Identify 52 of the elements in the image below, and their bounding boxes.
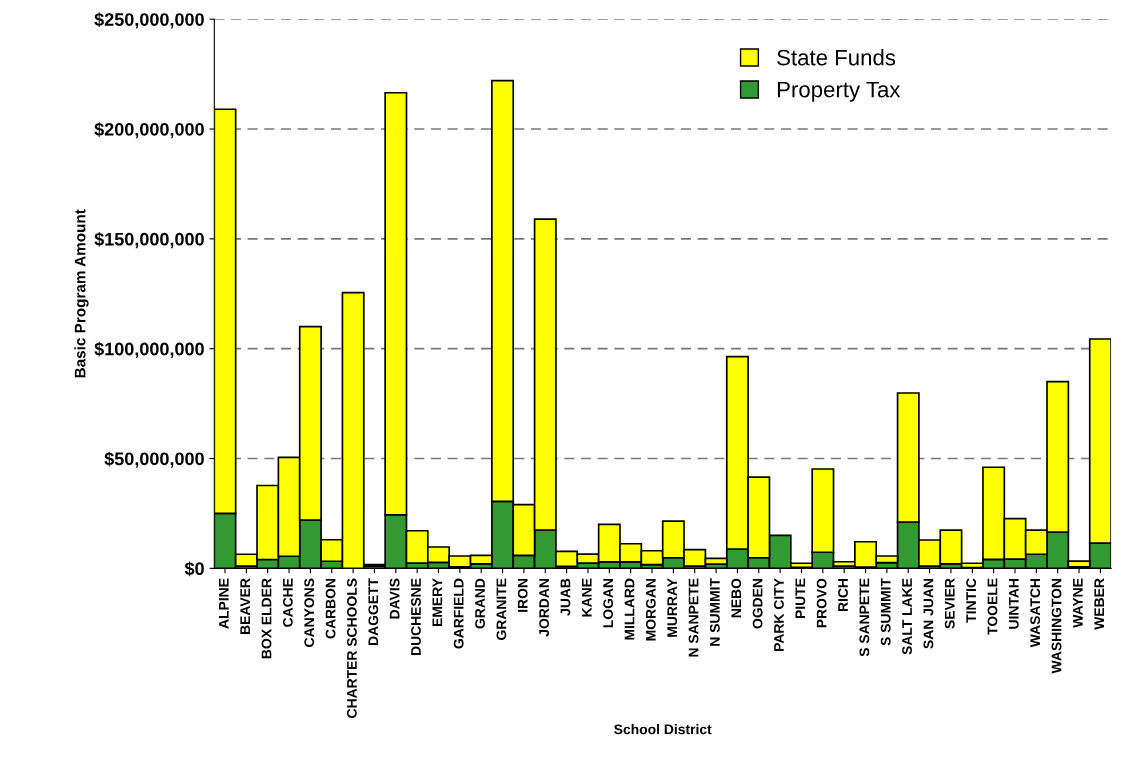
x-tick-label: CARBON <box>325 578 336 639</box>
x-tick-label: LOGAN <box>603 578 614 628</box>
x-tick-label: SAN JUAN <box>923 578 934 649</box>
x-tick-label: PROVO <box>816 578 827 628</box>
x-tick-label: CHARTER SCHOOLS <box>347 578 357 718</box>
x-tick-label: MORGAN <box>645 578 656 641</box>
x-tick-label: GARFIELD <box>453 578 464 649</box>
x-tick-label: GRAND <box>475 578 485 629</box>
x-tick-label: DAGGETT <box>368 578 379 646</box>
x-tick-label: JUAB <box>560 578 571 616</box>
x-tick-label: TOOELE <box>987 578 998 635</box>
x-axis-title: School District <box>614 724 712 735</box>
y-tick-label: $200,000,000 <box>94 122 204 139</box>
x-tick-label: GRANITE <box>496 578 507 640</box>
x-tick-label: WEBER <box>1094 578 1104 630</box>
x-tick-label: JORDAN <box>539 578 549 637</box>
x-tick-label: IRON <box>517 578 528 612</box>
x-tick-label: DAVIS <box>389 578 400 619</box>
x-tick-label: MILLARD <box>624 578 635 640</box>
x-tick-label: KANE <box>582 578 592 617</box>
x-tick-label: WASATCH <box>1030 578 1041 648</box>
x-tick-label: TINTIC <box>966 578 977 623</box>
y-tick-label: $250,000,000 <box>94 12 204 29</box>
x-tick-label: DUCHESNE <box>411 578 421 656</box>
x-tick-label: EMERY <box>432 578 443 626</box>
x-tick-label: ALPINE <box>219 578 229 629</box>
x-tick-label: PARK CITY <box>774 578 784 651</box>
x-tick-label: S SUMMIT <box>880 578 891 646</box>
legend-label: State Funds <box>777 49 896 66</box>
x-tick-label: N SANPETE <box>688 578 699 657</box>
x-tick-label: BOX ELDER <box>261 578 272 659</box>
x-tick-label: SALT LAKE <box>902 578 912 655</box>
y-tick-label: $150,000,000 <box>94 231 204 249</box>
x-tick-label: N SUMMIT <box>709 578 720 646</box>
legend-label: Property Tax <box>777 81 901 102</box>
y-tick-label: $50,000,000 <box>104 451 204 468</box>
x-tick-label: OGDEN <box>752 578 763 629</box>
x-tick-label: UINTAH <box>1009 578 1019 629</box>
x-tick-label: S SANPETE <box>859 578 870 657</box>
x-tick-label: CACHE <box>282 578 293 627</box>
x-tick-label: NEBO <box>731 578 742 618</box>
x-tick-label: PIUTE <box>795 578 806 619</box>
x-tick-label: MURRAY <box>667 578 678 637</box>
x-tick-label: WAYNE <box>1073 578 1083 628</box>
x-tick-label: RICH <box>838 578 848 612</box>
y-tick-label: $100,000,000 <box>94 341 204 359</box>
y-tick-label: $0 <box>184 561 204 577</box>
x-tick-label: SEVIER <box>944 578 955 629</box>
x-tick-label: BEAVER <box>240 578 250 634</box>
x-tick-label: CANYONS <box>304 578 315 647</box>
x-tick-label: WASHINGTON <box>1051 578 1062 674</box>
y-axis-title: Basic Program Amount <box>74 209 89 378</box>
